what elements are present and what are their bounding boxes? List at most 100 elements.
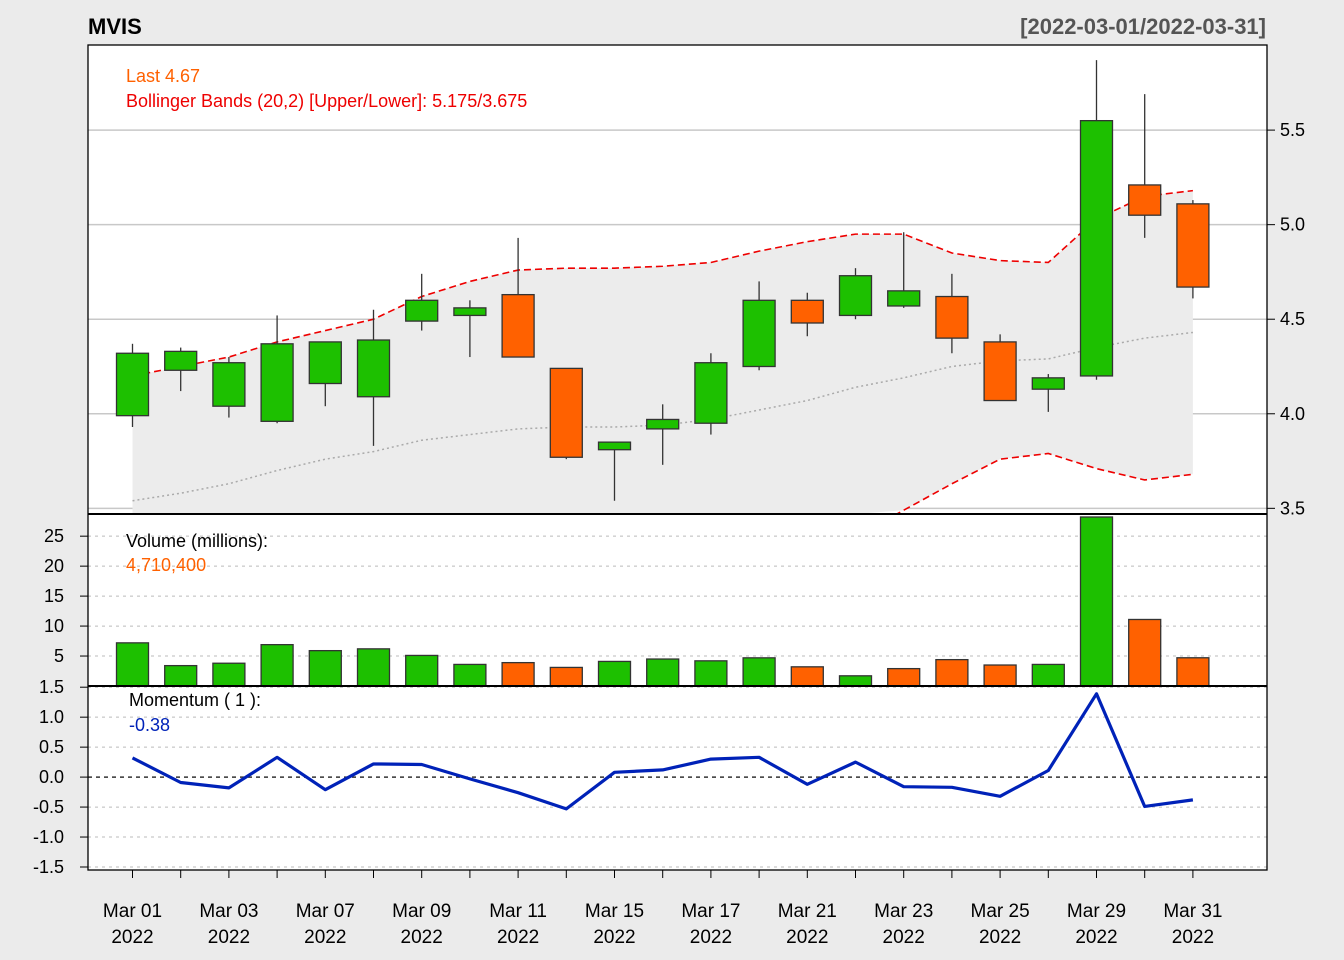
candle-body xyxy=(260,343,294,422)
volume-bar xyxy=(597,660,632,687)
volume-bar xyxy=(453,663,487,687)
volume-bar xyxy=(1176,657,1210,687)
price-tick-label: 3.5 xyxy=(1280,498,1305,518)
x-tick-year: 2022 xyxy=(1172,927,1214,948)
x-tick-label: Mar 01 xyxy=(103,901,162,922)
x-tick-label: Mar 23 xyxy=(874,901,933,922)
volume-tick-label: 15 xyxy=(44,586,64,606)
candle-body xyxy=(308,341,342,385)
momentum-tick-label: 0.5 xyxy=(39,737,64,757)
volume-bar xyxy=(1128,618,1162,687)
volume-tick-label: 25 xyxy=(44,526,64,546)
candle-body xyxy=(549,367,583,458)
x-tick-label: Mar 07 xyxy=(296,901,355,922)
volume-bar xyxy=(308,649,342,687)
volume-bar xyxy=(983,664,1017,687)
bollinger-band-area xyxy=(132,190,1193,514)
chart-date-range: [2022-03-01/2022-03-31] xyxy=(1020,14,1266,39)
x-tick-year: 2022 xyxy=(401,927,443,948)
price-panel xyxy=(115,60,1210,514)
momentum-tick-label: -1.0 xyxy=(33,827,64,847)
momentum-tick-label: -0.5 xyxy=(33,797,64,817)
candle-body xyxy=(838,275,873,317)
x-tick-year: 2022 xyxy=(786,927,828,948)
volume-tick-label: 20 xyxy=(44,556,64,576)
x-tick-year: 2022 xyxy=(111,927,153,948)
candle-body xyxy=(983,341,1017,402)
volume-bar xyxy=(742,657,776,687)
x-tick-label: Mar 11 xyxy=(489,901,547,922)
x-tick-label: Mar 31 xyxy=(1163,901,1222,922)
volume-bar xyxy=(212,662,246,687)
volume-bar xyxy=(838,675,873,687)
x-tick-year: 2022 xyxy=(883,927,925,948)
candle-body xyxy=(453,307,487,317)
x-tick-year: 2022 xyxy=(979,927,1021,948)
candle-body xyxy=(405,299,439,322)
bollinger-lower-line xyxy=(895,452,1193,514)
volume-bar xyxy=(405,654,439,687)
legend-momentum-last: -0.38 xyxy=(129,715,170,735)
momentum-panel xyxy=(131,692,1194,811)
x-tick-label: Mar 15 xyxy=(585,901,644,922)
volume-tick-label: 5 xyxy=(54,646,64,666)
momentum-line xyxy=(131,692,1194,811)
legend-volume-last: 4,710,400 xyxy=(126,555,206,575)
candle-body xyxy=(1176,203,1210,288)
candle-body xyxy=(694,362,728,424)
x-tick-label: Mar 29 xyxy=(1067,901,1126,922)
candle-body xyxy=(790,299,824,324)
candle-body xyxy=(1031,377,1065,390)
candle-body xyxy=(935,295,969,339)
price-tick-label: 4.0 xyxy=(1280,404,1305,424)
candle-body xyxy=(501,293,535,358)
momentum-tick-label: 1.0 xyxy=(39,707,64,727)
x-tick-year: 2022 xyxy=(690,927,732,948)
momentum-tick-label: 1.5 xyxy=(39,677,64,697)
candle-body xyxy=(1079,119,1114,377)
momentum-tick-label: -1.5 xyxy=(33,857,64,877)
price-tick-label: 5.0 xyxy=(1280,215,1305,235)
candle-body xyxy=(212,362,246,407)
x-tick-label: Mar 03 xyxy=(199,901,258,922)
x-tick-year: 2022 xyxy=(208,927,250,948)
chart-symbol: MVIS xyxy=(88,14,142,39)
x-tick-year: 2022 xyxy=(593,927,635,948)
bollinger-middle-line xyxy=(132,331,1193,502)
legend-bollinger: Bollinger Bands (20,2) [Upper/Lower]: 5.… xyxy=(126,91,527,111)
candle-body xyxy=(115,352,150,417)
axes: 3.5 4.0 4.5 5.0 5.5 5 10 15 20 25 -1.5 -1.0 -0.5 0.0 0… xyxy=(33,44,1305,948)
x-tick-year: 2022 xyxy=(1075,927,1117,948)
x-tick-label: Mar 21 xyxy=(778,901,837,922)
volume-bar xyxy=(1031,663,1065,687)
candle-body xyxy=(887,290,921,307)
candle-body xyxy=(164,350,198,371)
candle-body xyxy=(597,441,632,451)
x-tick-year: 2022 xyxy=(497,927,539,948)
bollinger-upper-line xyxy=(132,189,1193,377)
legend-last: Last 4.67 xyxy=(126,66,200,86)
x-tick-year: 2022 xyxy=(304,927,346,948)
volume-bar xyxy=(164,664,198,687)
candle-body xyxy=(646,418,680,430)
price-tick-label: 4.5 xyxy=(1280,309,1305,329)
volume-bar xyxy=(115,642,150,687)
candle-body xyxy=(742,299,776,368)
volume-bar xyxy=(356,648,391,687)
volume-bar xyxy=(1079,516,1114,687)
volume-bar xyxy=(646,658,680,687)
legend-momentum-title: Momentum ( 1 ): xyxy=(129,690,261,710)
volume-tick-label: 10 xyxy=(44,616,64,636)
volume-bar xyxy=(260,643,294,687)
volume-bar xyxy=(887,667,921,687)
price-tick-label: 5.5 xyxy=(1280,120,1305,140)
x-tick-label: Mar 25 xyxy=(971,901,1030,922)
volume-bar xyxy=(694,660,728,687)
candle-body xyxy=(356,339,391,398)
volume-bar xyxy=(790,666,824,687)
legend: Last 4.67 Bollinger Bands (20,2) [Upper/… xyxy=(126,66,527,735)
x-tick-label: Mar 17 xyxy=(681,901,740,922)
volume-bar xyxy=(501,661,535,687)
volume-panel xyxy=(115,516,1210,687)
